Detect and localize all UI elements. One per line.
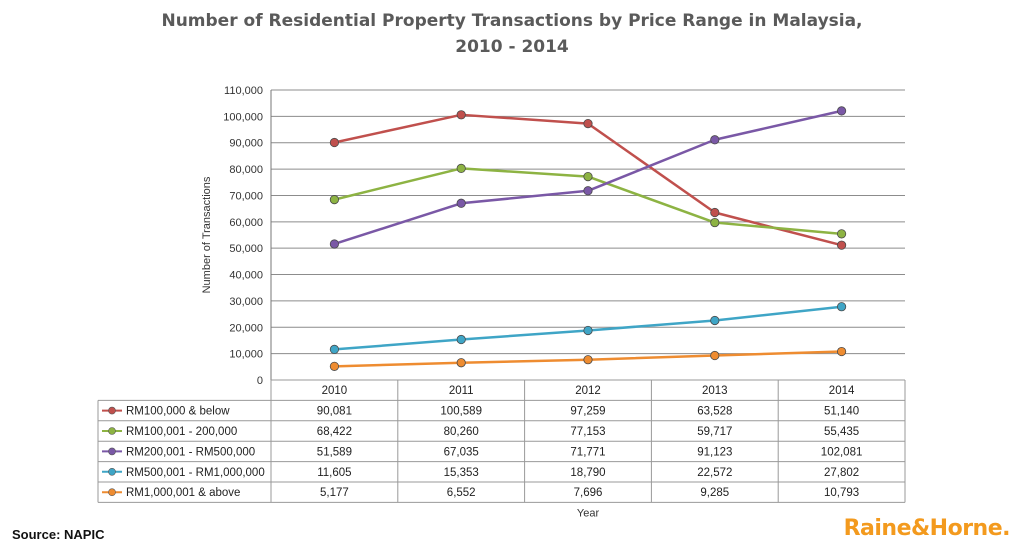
data-table-value: 18,790 [570, 467, 605, 479]
legend-key-marker [108, 488, 116, 497]
data-table-value: 55,435 [824, 426, 859, 438]
chart-title-line-2: 2010 - 2014 [455, 37, 569, 57]
data-point [329, 137, 339, 148]
x-axis-title: Year [577, 507, 600, 519]
data-point [583, 325, 593, 336]
data-table-value: 15,353 [444, 467, 479, 479]
data-point [583, 171, 593, 182]
data-point [583, 355, 593, 365]
y-tick-label: 80,000 [229, 164, 263, 176]
data-table-value: 5,177 [320, 487, 349, 499]
data-table-value: 80,260 [444, 426, 479, 438]
data-point [329, 361, 339, 371]
x-tick-label: 2012 [575, 385, 601, 397]
data-point [329, 195, 339, 205]
data-table-value: 91,123 [697, 446, 732, 458]
data-table-value: 68,422 [317, 426, 352, 438]
data-point [456, 110, 466, 120]
data-table-value: 6,552 [447, 487, 476, 499]
data-point [836, 106, 847, 116]
brand-logo: Raine&Horne. [843, 516, 1011, 541]
data-table-value: 7,696 [574, 487, 603, 499]
data-table-value: 67,035 [444, 446, 479, 458]
data-table-value: 71,771 [570, 446, 605, 458]
y-tick-label: 10,000 [229, 349, 263, 361]
data-table-value: 59,717 [697, 426, 732, 438]
legend-key-marker [108, 406, 116, 415]
data-point [329, 344, 339, 355]
legend-entry: RM100,001 - 200,000 [126, 426, 237, 438]
y-tick-label: 60,000 [229, 217, 263, 229]
legend-entry: RM1,000,001 & above [126, 487, 240, 499]
x-tick-label: 2011 [449, 385, 474, 397]
data-point [710, 350, 720, 361]
y-tick-label: 20,000 [229, 322, 263, 334]
data-table-value: 51,589 [317, 446, 352, 458]
data-point [456, 358, 466, 368]
data-table-value: 27,802 [824, 467, 859, 479]
data-point [456, 334, 466, 345]
y-tick-label: 90,000 [229, 138, 263, 150]
y-axis-title: Number of Transactions [201, 176, 213, 293]
y-tick-label: 110,000 [224, 85, 263, 97]
data-table-value: 10,793 [824, 487, 859, 499]
y-tick-label: 100,000 [223, 111, 263, 123]
y-tick-label: 50,000 [229, 243, 263, 255]
source-note: Source: NAPIC [12, 527, 105, 542]
data-point [456, 163, 466, 174]
chart-title: Number of Residential Property Transacti… [0, 8, 1024, 60]
legend-key-marker [108, 467, 116, 476]
data-table-value: 90,081 [317, 406, 352, 418]
data-table-value: 9,285 [700, 487, 729, 499]
data-table-value: 102,081 [821, 446, 863, 458]
data-table-value: 63,528 [697, 406, 732, 418]
chart-title-line-1: Number of Residential Property Transacti… [161, 11, 863, 31]
data-point [710, 217, 720, 228]
data-table-value: 100,589 [440, 406, 482, 418]
data-point [836, 229, 847, 239]
data-table-value: 22,572 [697, 467, 732, 479]
data-point [583, 118, 593, 129]
legend-entry: RM500,001 - RM1,000,000 [126, 467, 265, 479]
x-tick-label: 2013 [702, 385, 728, 397]
legend-entry: RM200,001 - RM500,000 [126, 446, 255, 458]
data-point [710, 315, 720, 326]
data-table-value: 77,153 [570, 426, 605, 438]
data-point [456, 198, 466, 208]
y-tick-label: 40,000 [229, 270, 263, 282]
y-tick-label: 30,000 [229, 296, 263, 308]
data-point [329, 239, 339, 249]
data-point [710, 207, 720, 218]
data-point [583, 186, 593, 196]
x-tick-label: 2014 [829, 385, 855, 397]
data-point [710, 135, 720, 145]
data-point [836, 346, 847, 357]
y-tick-label: 70,000 [229, 190, 263, 202]
data-point [836, 240, 847, 250]
data-table-value: 51,140 [824, 406, 859, 418]
data-point [836, 302, 847, 312]
data-table-value: 11,605 [317, 467, 351, 479]
legend-entry: RM100,000 & below [126, 406, 230, 418]
data-table-value: 97,259 [570, 406, 605, 418]
legend-key-marker [108, 447, 116, 456]
y-tick-label: 0 [257, 375, 263, 387]
legend-key-marker [108, 427, 116, 435]
x-tick-label: 2010 [322, 385, 348, 397]
